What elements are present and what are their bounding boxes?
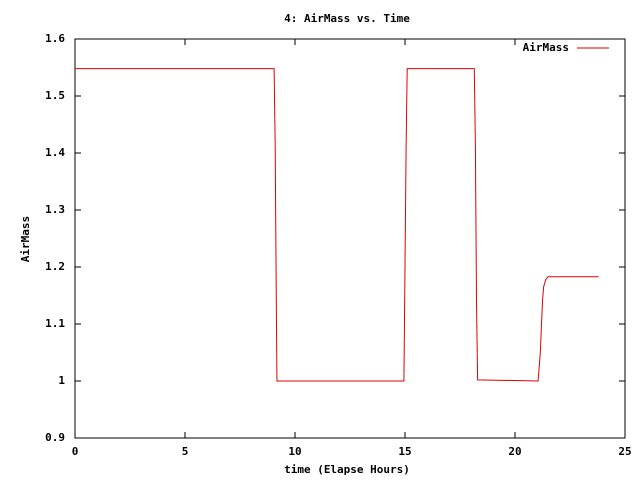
y-tick-label: 1	[58, 374, 65, 387]
plot-border	[74, 38, 626, 439]
legend-label: AirMass	[523, 41, 569, 54]
x-tick-label: 20	[508, 445, 521, 458]
x-tick-label: 10	[288, 445, 301, 458]
data-line	[75, 68, 599, 382]
y-tick-label: 1.3	[45, 203, 65, 216]
y-tick-label: 1.4	[45, 146, 65, 159]
y-tick-label: 1.5	[45, 89, 65, 102]
y-tick-label: 0.9	[45, 431, 65, 444]
y-tick-label: 1.6	[45, 32, 65, 45]
y-tick-label: 1.1	[45, 317, 65, 330]
x-tick-label: 5	[182, 445, 189, 458]
x-tick-label: 25	[618, 445, 631, 458]
chart-title: 4: AirMass vs. Time	[284, 12, 410, 25]
y-axis-label: AirMass	[19, 216, 32, 262]
y-tick-label: 1.2	[45, 260, 65, 273]
x-axis-label: time (Elapse Hours)	[284, 463, 410, 476]
x-tick-label: 15	[398, 445, 411, 458]
x-tick-label: 0	[72, 445, 79, 458]
